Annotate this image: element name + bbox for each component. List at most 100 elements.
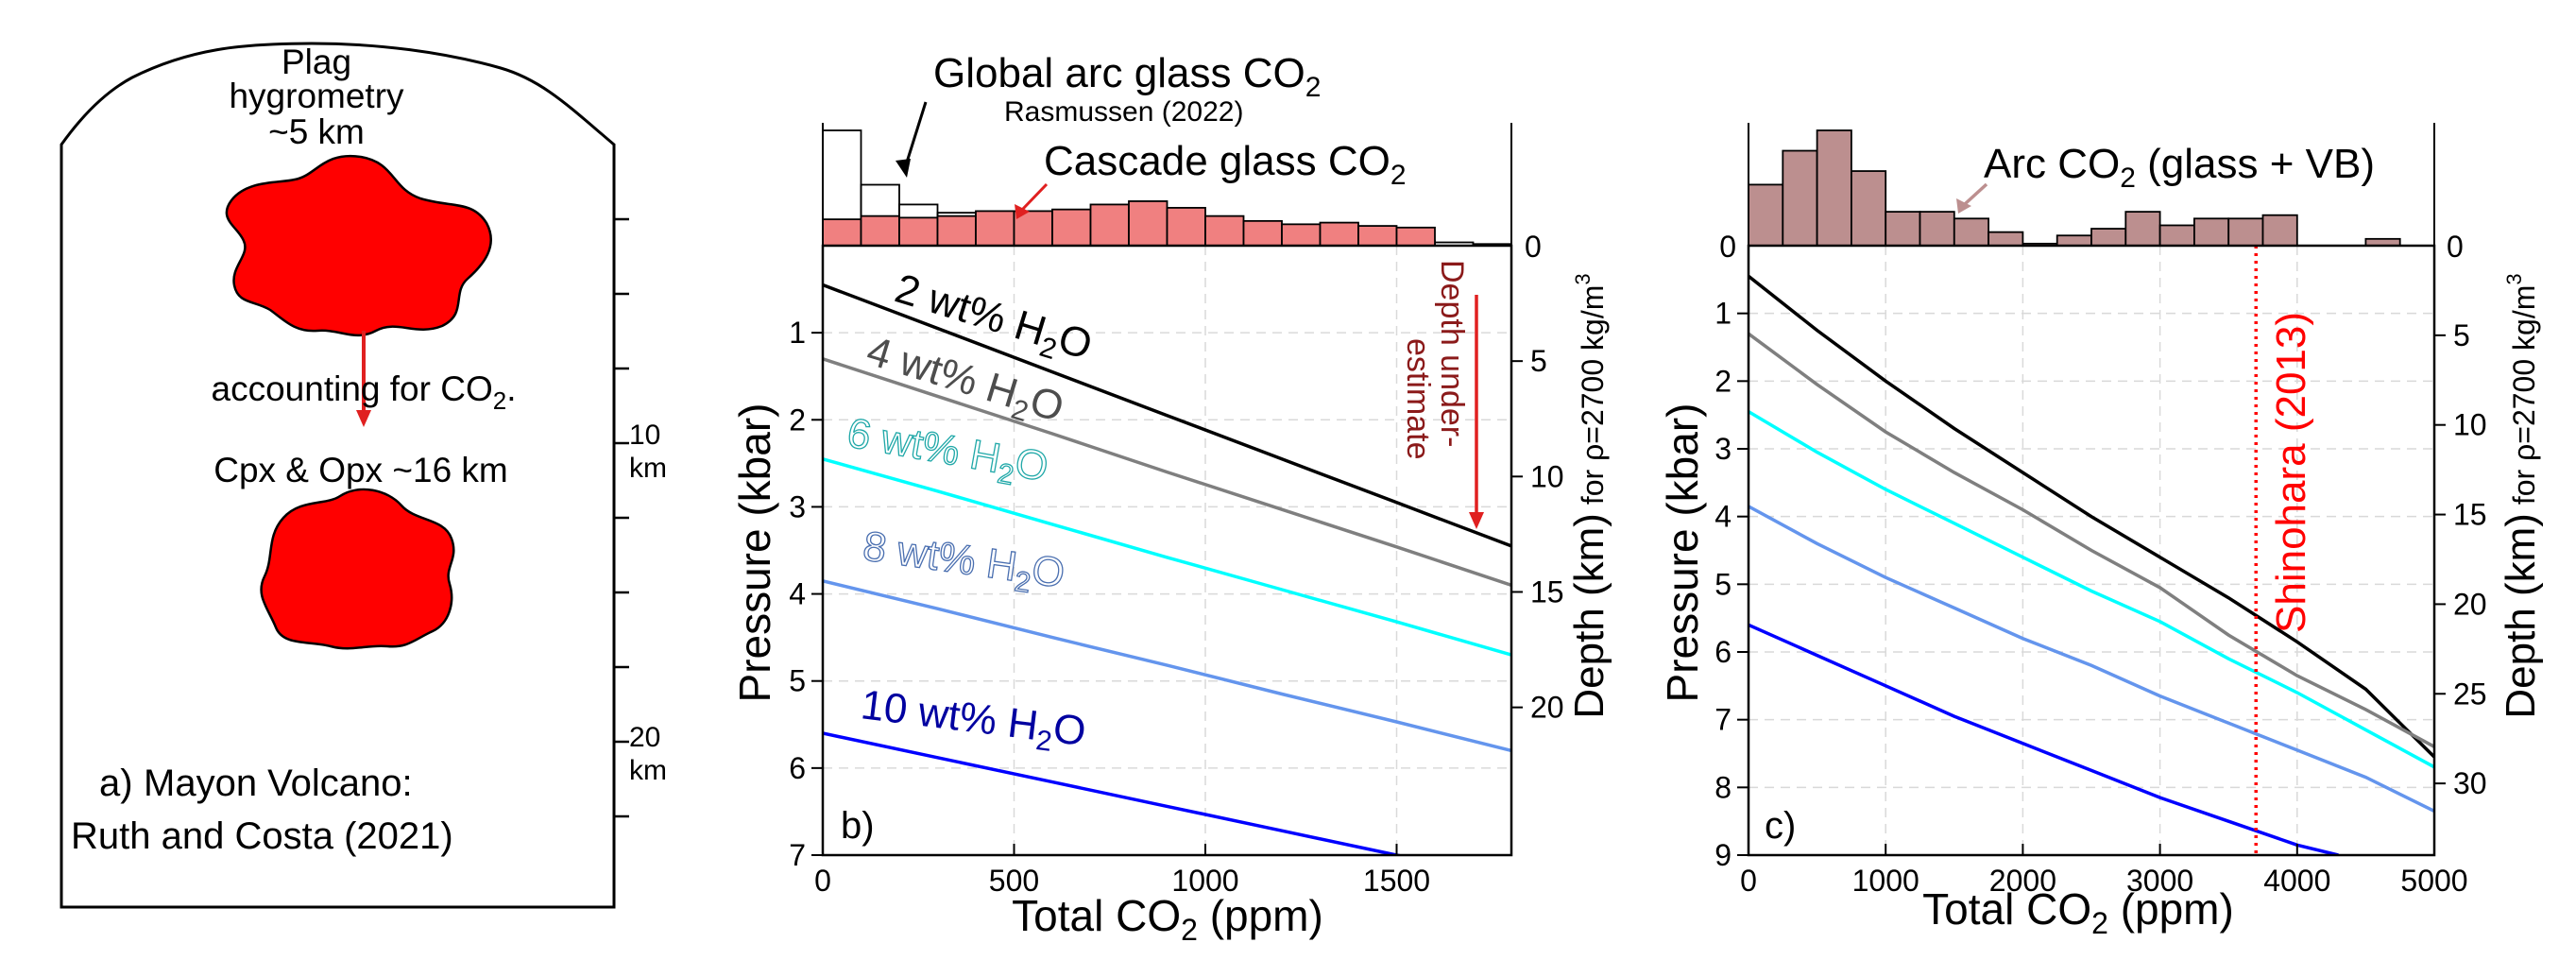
hist-1-bar-10	[1204, 214, 1245, 247]
hist-0-bar-13	[2192, 217, 2230, 247]
series-line-3	[1749, 505, 2434, 813]
cpx-opx-label: Cpx & Opx ~16 km	[213, 451, 508, 489]
panel-a-caption-line2: Ruth and Costa (2021)	[71, 815, 453, 857]
panel-b-y2label: Depth (km) for ρ=2700 kg/m3	[1566, 273, 1612, 718]
series-line-2	[1749, 410, 2434, 769]
lower-magma-blob	[260, 488, 455, 650]
y-tick-label-9: 9	[1714, 838, 1732, 872]
depth-underestimate-line1: Depth under-	[1434, 260, 1470, 447]
hist-0-bar-15	[2261, 214, 2298, 247]
panel-c-ylabel: Pressure (kbar)	[1658, 403, 1707, 703]
hist-0-bar-5	[1919, 211, 1955, 247]
panel-c-histogram	[1748, 129, 2401, 247]
hist-1-bar-7	[1089, 203, 1130, 247]
x-tick-label-0: 0	[814, 864, 831, 898]
x-tick-label-5000: 5000	[2400, 864, 2467, 898]
plag-label-line3: ~5 km	[268, 112, 365, 151]
co2-arrow-head	[356, 410, 371, 427]
global-arc-pointer-head	[896, 159, 911, 178]
y-tick-label-2: 2	[1714, 364, 1732, 398]
hist-1-bar-11	[1242, 219, 1283, 247]
volcano-outline	[60, 42, 616, 909]
panel-b-hist-zero: 0	[1525, 230, 1542, 264]
panel-c-letter: c)	[1765, 805, 1796, 847]
panel-c-hist-zero-right: 0	[2447, 230, 2464, 264]
y2-tick-label-5: 5	[2453, 318, 2470, 352]
arc-co2-pointer-head	[1956, 198, 1971, 214]
panel-a-letter: a)	[99, 763, 133, 804]
hist-0-bar-14	[2227, 217, 2264, 247]
panel-c-series-lines	[1749, 274, 2434, 855]
global-arc-pointer	[903, 101, 928, 169]
y-tick-label-5: 5	[1714, 567, 1732, 601]
depth-20-number: 20	[629, 722, 660, 753]
x-tick-label-0: 0	[1740, 864, 1757, 898]
series-group	[823, 283, 1511, 855]
hist-0-bar-7	[1987, 231, 2024, 247]
hist-1-bar-14	[1357, 225, 1398, 247]
y2-tick-label-10: 10	[2453, 408, 2487, 442]
series-line-4	[1749, 623, 2339, 855]
depth-20-unit: km	[629, 755, 667, 786]
y-tick-label-7: 7	[789, 838, 806, 872]
x-tick-label-2000: 2000	[1989, 864, 2056, 898]
panel-c-grid	[1749, 246, 2434, 855]
y2-tick-label-25: 25	[2453, 677, 2487, 711]
x-tick-label-3000: 3000	[2126, 864, 2193, 898]
hist-0-bar-11	[2124, 211, 2161, 247]
y-tick-label-4: 4	[1714, 500, 1732, 534]
depth-underestimate-arrow-head	[1469, 512, 1484, 529]
panel-b-letter: b)	[841, 805, 875, 847]
cascade-glass-label: Cascade glass CO2	[1044, 138, 1407, 191]
hist-0-bar-0	[1748, 183, 1784, 247]
hist-1-bar-3	[936, 214, 977, 247]
panel-c-axis-ticks: 0 1000 2000 3000 4000 5000 1 2 3 4 5 6 7 8 9 5 10 15 20 25 3…	[1714, 297, 2486, 898]
y-tick-label-8: 8	[1714, 770, 1732, 804]
series-line-1	[1749, 332, 2434, 748]
panel-b-plot-frame	[821, 244, 1513, 857]
x-tick-label-1000: 1000	[1171, 864, 1238, 898]
y-tick-label-3: 3	[789, 489, 806, 523]
hist-1-bar-0	[822, 218, 862, 247]
hist-0-bar-9	[2056, 234, 2092, 247]
panel-b-grid	[823, 246, 1511, 855]
depth-tick-marks	[614, 217, 629, 818]
panel-b-series-lines	[823, 283, 1511, 855]
series-group	[1749, 274, 2434, 855]
cascade-pointer-head	[1015, 204, 1030, 219]
y2-tick-label-20: 20	[1530, 691, 1564, 725]
hist-1-bar-9	[1166, 207, 1206, 247]
hist-1-bar-13	[1319, 221, 1359, 247]
y-tick-label-1: 1	[1714, 297, 1732, 331]
hist-0-bar-6	[1953, 217, 1990, 247]
hist-1-bar-4	[975, 210, 1015, 247]
series-line-1	[823, 357, 1511, 588]
global-arc-reference: Rasmussen (2022)	[1004, 96, 1243, 128]
upper-magma-blob	[225, 154, 492, 337]
hist-0-bar-1	[1782, 149, 1818, 247]
panel-c: 0 0 Arc CO2 (glass + VB) 0 1000 2000 3000 40…	[1658, 123, 2544, 940]
y-tick-label-6: 6	[789, 751, 806, 785]
shinohara-label: Shinohara (2013)	[2268, 312, 2314, 633]
y-tick-label-2: 2	[789, 403, 806, 437]
y2-tick-label-10: 10	[1530, 459, 1564, 493]
panel-c-plot-frame	[1747, 244, 2436, 857]
panel-c-y2label: Depth (km) for ρ=2700 kg/m3	[2498, 273, 2544, 718]
hist-0-bar-2	[1816, 129, 1852, 247]
panel-a: Plag hygrometry ~5 km accounting for CO2…	[60, 42, 667, 909]
panel-b-axis-ticks: 0 500 1000 1500 1 2 3 4 5 6 7 5 10 15 20	[789, 316, 1563, 898]
co2-accounting-label: accounting for CO2.	[212, 369, 517, 415]
x-tick-label-4000: 4000	[2263, 864, 2330, 898]
hist-1-bar-2	[898, 216, 939, 247]
y-tick-label-6: 6	[1714, 635, 1732, 669]
depth-10-unit: km	[629, 453, 667, 484]
arc-co2-pointer	[1963, 182, 1988, 206]
cascade-pointer	[1020, 182, 1049, 212]
hist-1-bar-1	[860, 214, 900, 247]
plag-label-line2: hygrometry	[229, 77, 404, 115]
x-tick-label-1000: 1000	[1852, 864, 1919, 898]
y-tick-label-7: 7	[1714, 703, 1732, 737]
series-line-3	[823, 579, 1511, 753]
x-tick-label-500: 500	[989, 864, 1039, 898]
